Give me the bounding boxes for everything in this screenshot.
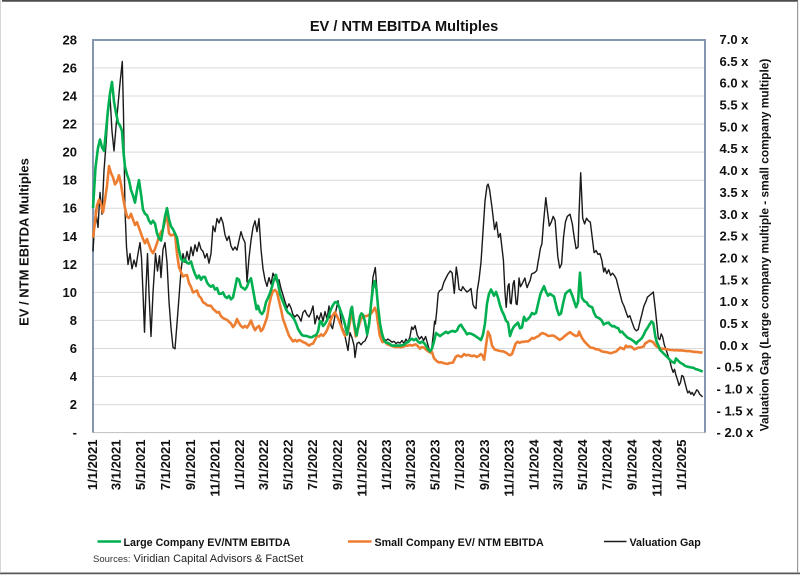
svg-text:4.5 x: 4.5 x [720,141,750,156]
svg-text:6.0 x: 6.0 x [720,76,750,91]
svg-text:1/1/2022: 1/1/2022 [232,440,247,491]
svg-text:Small Company EV/ NTM EBITDA: Small Company EV/ NTM EBITDA [375,537,545,549]
svg-text:3/1/2024: 3/1/2024 [551,439,566,490]
svg-text:- 0.5 x: - 0.5 x [717,360,755,375]
svg-text:4.0 x: 4.0 x [720,163,750,178]
svg-text:18: 18 [63,173,77,188]
svg-text:7/1/2022: 7/1/2022 [305,440,320,491]
svg-text:14: 14 [63,229,78,244]
svg-text:1/1/2023: 1/1/2023 [379,440,394,491]
svg-text:3/1/2023: 3/1/2023 [403,440,418,491]
svg-text:- 1.5 x: - 1.5 x [717,403,755,418]
svg-text:2: 2 [70,397,77,412]
svg-text:7/1/2024: 7/1/2024 [600,439,615,490]
svg-text:20: 20 [63,145,77,160]
svg-text:3.5 x: 3.5 x [720,185,750,200]
svg-text:1/1/2024: 1/1/2024 [526,439,541,490]
svg-text:11/1/2024: 11/1/2024 [649,439,664,497]
svg-text:11/1/2021: 11/1/2021 [207,440,222,497]
svg-text:3/1/2022: 3/1/2022 [256,440,271,491]
svg-text:26: 26 [63,60,77,75]
svg-text:6: 6 [70,341,77,356]
svg-text:9/1/2021: 9/1/2021 [183,440,198,491]
svg-text:6.5 x: 6.5 x [720,54,750,69]
svg-text:-: - [73,425,77,440]
svg-text:0.0 x: 0.0 x [720,338,750,353]
svg-text:2.5 x: 2.5 x [720,229,750,244]
svg-text:1.5 x: 1.5 x [720,272,750,287]
svg-text:- 1.0 x: - 1.0 x [717,381,755,396]
svg-text:2.0 x: 2.0 x [720,250,750,265]
svg-text:Valuation Gap (Large company m: Valuation Gap (Large company multiple - … [758,59,772,432]
svg-text:5/1/2023: 5/1/2023 [428,440,443,491]
svg-text:EV / NTM EBITDA Multiples: EV / NTM EBITDA Multiples [310,19,498,35]
svg-text:28: 28 [63,32,77,47]
svg-text:8: 8 [70,313,77,328]
svg-text:3.0 x: 3.0 x [720,207,750,222]
svg-text:1/1/2025: 1/1/2025 [674,440,689,491]
svg-text:1.0 x: 1.0 x [720,294,750,309]
svg-text:12: 12 [63,257,77,272]
svg-text:3/1/2021: 3/1/2021 [109,440,124,491]
svg-text:16: 16 [63,201,77,216]
svg-text:10: 10 [63,285,77,300]
svg-text:9/1/2023: 9/1/2023 [477,439,492,490]
svg-text:EV / NTM EBITDA Multiples: EV / NTM EBITDA Multiples [17,158,32,326]
svg-text:9/1/2024: 9/1/2024 [625,439,640,490]
svg-text:- 2.0 x: - 2.0 x [717,425,755,440]
svg-text:11/1/2023: 11/1/2023 [502,440,517,497]
svg-text:7/1/2023: 7/1/2023 [452,439,467,490]
svg-text:0.5 x: 0.5 x [720,316,750,331]
svg-text:24: 24 [63,89,78,104]
svg-text:22: 22 [63,117,77,132]
svg-text:5/1/2022: 5/1/2022 [280,440,295,491]
svg-text:Valuation Gap: Valuation Gap [630,537,702,549]
svg-text:4: 4 [70,369,78,384]
svg-text:11/1/2022: 11/1/2022 [355,440,370,497]
svg-text:9/1/2022: 9/1/2022 [330,440,345,491]
svg-text:5.5 x: 5.5 x [720,98,750,113]
svg-text:1/1/2021: 1/1/2021 [85,440,100,491]
svg-text:Sources: Viridian Capital Advi: Sources: Viridian Capital Advisors & Fac… [93,553,303,565]
svg-text:Large Company EV/NTM EBITDA: Large Company EV/NTM EBITDA [124,537,291,549]
svg-text:5/1/2024: 5/1/2024 [575,439,590,490]
svg-text:7.0 x: 7.0 x [720,32,750,47]
svg-text:5.0 x: 5.0 x [720,119,750,134]
svg-text:5/1/2021: 5/1/2021 [133,440,148,491]
svg-text:7/1/2021: 7/1/2021 [158,440,173,491]
